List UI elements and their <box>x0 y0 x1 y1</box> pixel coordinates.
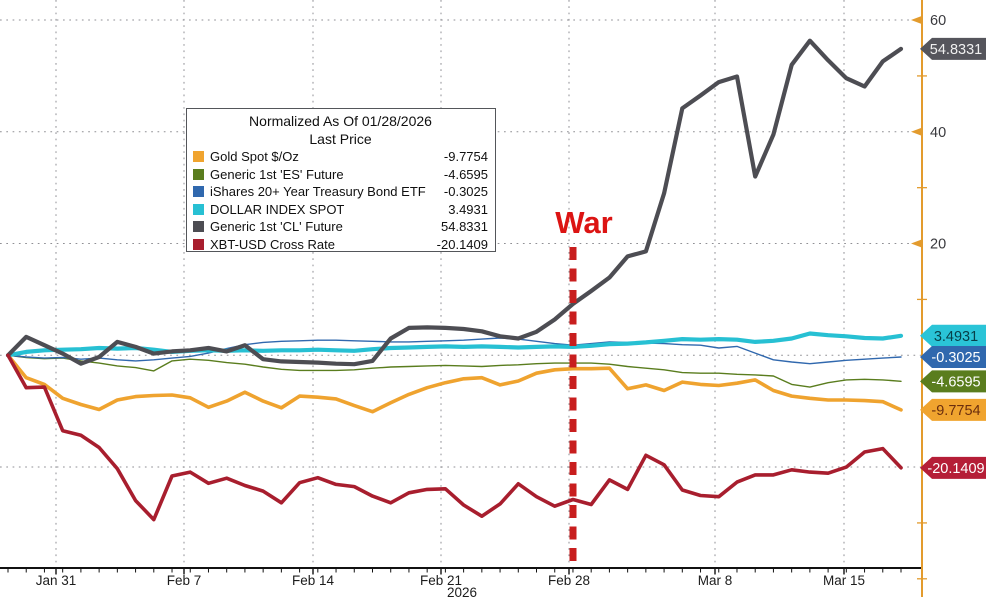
legend-label: iShares 20+ Year Treasury Bond ETF <box>210 184 426 200</box>
x-tick-label: Feb 7 <box>167 573 202 588</box>
y-tick-label: 20 <box>930 237 946 253</box>
legend-label: DOLLAR INDEX SPOT <box>210 201 345 217</box>
legend-value: -9.7754 <box>443 149 488 165</box>
y-tick-label: 60 <box>930 13 946 29</box>
series-line-gold-spot <box>6 353 903 414</box>
legend-row-treasury: iShares 20+ Year Treasury Bond ETF -0.30… <box>193 183 488 201</box>
treasury-swatch-icon <box>193 186 204 198</box>
price-badge-label: -0.3025 <box>931 350 980 366</box>
dollar-swatch-icon <box>193 203 204 215</box>
y-tick-arrow-icon <box>911 15 923 25</box>
legend-row-gold: Gold Spot $/Oz -9.7754 <box>193 148 488 166</box>
price-badge <box>920 370 986 393</box>
price-badge <box>920 37 986 60</box>
x-tick-label: Mar 8 <box>698 573 733 588</box>
y-tick-arrow-icon <box>911 127 923 137</box>
x-tick-label: Feb 21 <box>420 573 462 588</box>
price-badge <box>920 398 986 421</box>
legend-label: Gold Spot $/Oz <box>210 149 299 165</box>
legend-box: Normalized As Of 01/28/2026 Last Price G… <box>186 108 496 252</box>
x-tick-label: Feb 14 <box>292 573 335 588</box>
x-tick-label: Mar 15 <box>823 573 865 588</box>
price-badge-label: -20.1409 <box>927 461 984 477</box>
series-line-es-future <box>7 354 902 388</box>
legend-row-cl: Generic 1st 'CL' Future 54.8331 <box>193 218 488 236</box>
y-tick-label: 40 <box>930 125 946 141</box>
legend-value: -4.6595 <box>443 166 488 182</box>
price-badge-label: 54.8331 <box>930 42 982 58</box>
price-badge-label: -4.6595 <box>931 374 980 390</box>
legend-value: -0.3025 <box>443 184 488 200</box>
legend-row-xbt: XBT-USD Cross Rate -20.1409 <box>193 236 488 254</box>
legend-title: Normalized As Of 01/28/2026 <box>249 113 432 129</box>
es-swatch-icon <box>193 168 204 180</box>
y-axis-ticks: 60 40 20 <box>911 13 946 580</box>
series-lines <box>5 38 904 522</box>
series-line-dollar-index <box>5 331 904 358</box>
price-badge <box>920 345 986 368</box>
price-badge-label: 3.4931 <box>934 329 978 345</box>
x-axis-year-label: 2026 <box>446 585 478 600</box>
cl-swatch-icon <box>193 221 204 233</box>
gridlines <box>0 0 922 568</box>
price-badge-label: -9.7754 <box>931 403 980 419</box>
legend-value: 54.8331 <box>441 219 488 235</box>
x-tick-label: Feb 28 <box>548 573 590 588</box>
price-badge <box>920 456 986 479</box>
y-tick-arrow-icon <box>911 239 923 249</box>
legend-label: Generic 1st 'ES' Future <box>210 166 344 182</box>
price-badge <box>920 324 986 347</box>
x-axis-ticks: Jan 31 Feb 7 Feb 14 Feb 21 Feb 28 Mar 8 Mar 15 <box>7 568 902 588</box>
legend-label: Generic 1st 'CL' Future <box>210 219 343 235</box>
legend-value: -20.1409 <box>436 236 488 252</box>
xbt-swatch-icon <box>193 238 204 250</box>
legend-subtitle: Last Price <box>309 131 372 147</box>
legend-row-dollar: DOLLAR INDEX SPOT 3.4931 <box>193 201 488 219</box>
series-line-treasury-etf <box>7 337 902 365</box>
x-tick-label: Jan 31 <box>36 573 77 588</box>
series-line-cl-future <box>5 38 904 367</box>
war-annotation: War <box>555 205 613 240</box>
legend-value: 3.4931 <box>448 201 488 217</box>
series-line-xbt-usd <box>6 353 903 522</box>
last-price-badges: 54.8331 3.4931 -0.3025 -4.6595 -9.7754 -20.14… <box>920 37 986 479</box>
legend-row-es: Generic 1st 'ES' Future -4.6595 <box>193 166 488 184</box>
gold-swatch-icon <box>193 151 204 163</box>
legend-label: XBT-USD Cross Rate <box>210 236 335 252</box>
